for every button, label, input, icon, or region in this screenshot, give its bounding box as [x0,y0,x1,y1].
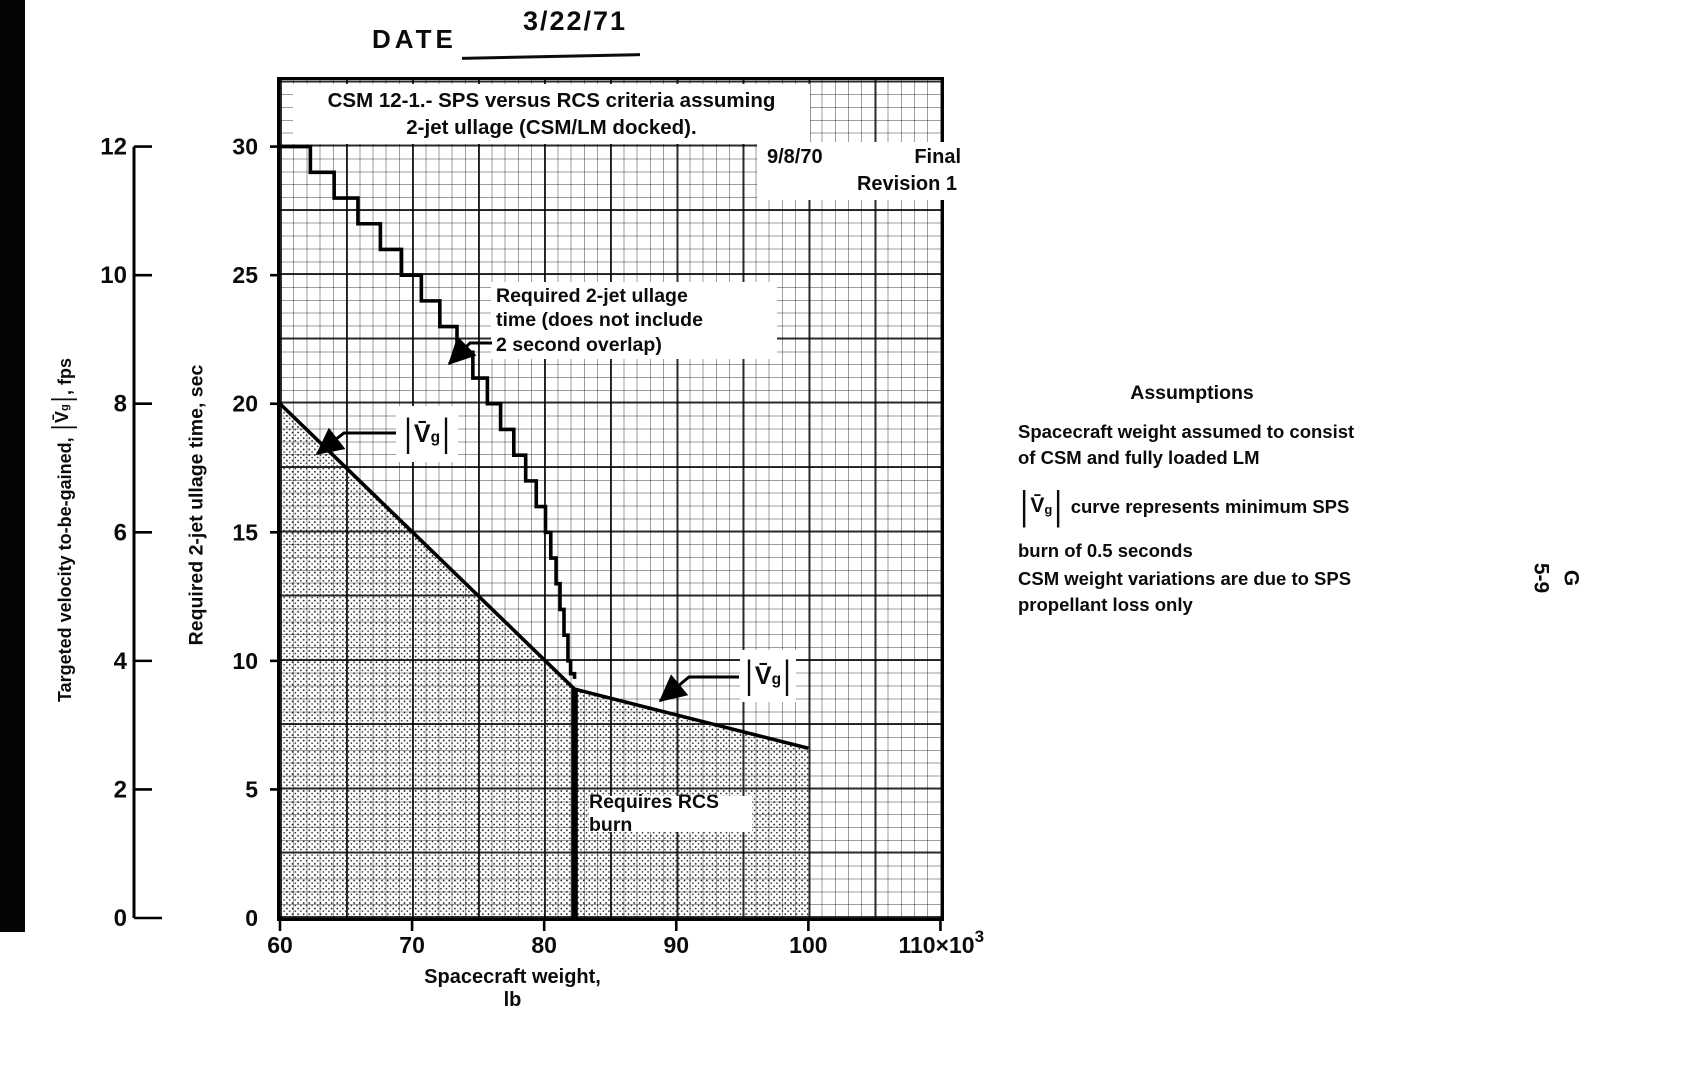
ullage-note-line1: Required 2-jet ullage [496,285,688,307]
revision-box: 9/8/70 Final Revision 1 [757,142,971,200]
assumption-3: CSM weight variations are due to SPS pro… [1018,568,1352,615]
x-tick-label: 80 [531,932,557,958]
figure-title-line1: CSM 12-1.- SPS versus RCS criteria assum… [327,89,776,112]
x-tick-label: 100 [789,932,827,958]
x-tick-label: 60 [267,932,293,958]
figure-title-line2: 2-jet ullage (CSM/LM docked). [406,116,697,140]
scan-edge-artifact [0,0,25,932]
requires-rcs-burn-label: Requires RCS burn [589,791,752,836]
fps-tick-label: 12 [100,134,127,161]
vg-symbol: | V̄ g | [1020,484,1063,528]
revision-line2: Revision 1 [856,173,957,195]
fps-tick-label: 0 [114,905,127,932]
y-axis-title-sec: Required 2-jet ullage time, sec [185,364,208,646]
fps-tick-label: 10 [100,262,127,289]
y-axis-title-fps: Targeted velocity to-be-gained, | V̄ g |, f… [46,357,77,703]
revision-status: Final [914,146,961,168]
x-tick-label: 90 [663,932,689,958]
revision-date: 9/8/70 [767,146,823,168]
sec-tick-label: 10 [232,648,258,674]
vg-symbol: | V̄ g | [404,412,450,455]
date-label: DATE [372,24,457,54]
fps-tick-label: 8 [114,391,127,418]
sec-tick-label: 0 [245,905,258,931]
ullage-note-line3: 2 second overlap) [496,333,662,356]
vg-symbol: | V̄ g | [46,396,77,431]
ullage-time-annotation: Required 2-jet ullage time (does not inc… [491,282,777,360]
sec-tick-label: 30 [232,134,258,160]
sec-tick-label: 25 [232,262,258,288]
date-underline [461,53,641,60]
x-tick-label: 110×103 [898,927,984,958]
vg-symbol: | V̄ g | [745,654,791,697]
x-axis-title: Spacecraft weight, lb [424,966,601,1011]
fps-tick-label: 4 [114,648,128,675]
vg-label-upper: | V̄ g | [396,406,458,462]
sec-tick-label: 5 [245,776,258,802]
assumptions-heading: Assumptions [1130,382,1254,404]
fps-tick-label: 6 [114,519,127,546]
fps-tick-label: 2 [114,776,127,803]
date-value: 3/22/71 [522,6,628,36]
vg-label-lower: | V̄ g | [740,650,796,702]
page-number-rotated: G 5-9 [1529,562,1583,594]
figure-title: CSM 12-1.- SPS versus RCS criteria assum… [293,84,810,145]
assumption-2: | V̄ g | curve represents minimum SPS burn … [1018,479,1418,564]
assumption-1: Spacecraft weight assumed to consist of … [1018,421,1355,468]
ullage-note-line2: time (does not include [496,309,703,332]
x-tick-label: 70 [399,932,425,958]
sec-tick-label: 20 [232,391,258,417]
sec-tick-label: 15 [232,519,258,545]
